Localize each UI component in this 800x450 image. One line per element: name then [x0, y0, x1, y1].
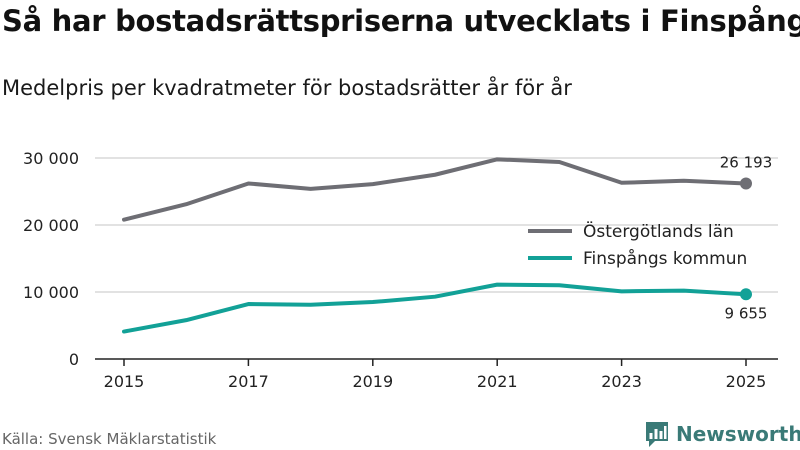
brand-name: Newsworthy — [676, 422, 800, 446]
x-axis: 2015 2017 2019 2021 2023 2025 — [95, 358, 778, 391]
y-tick-label: 30 000 — [23, 149, 79, 168]
y-tick-label: 0 — [69, 350, 79, 369]
legend: Östergötlands län Finspångs kommun — [528, 220, 747, 269]
y-axis-tick-labels: 0 10 000 20 000 30 000 — [23, 149, 79, 369]
chart-subtitle: Medelpris per kvadratmeter för bostadsrä… — [2, 76, 572, 100]
series-line — [122, 282, 748, 334]
x-tick-label: 2015 — [104, 372, 145, 391]
data-label: 26 193 — [720, 154, 773, 172]
y-tick-label: 10 000 — [23, 283, 79, 302]
x-tick-label: 2021 — [477, 372, 518, 391]
x-tick-label: 2017 — [228, 372, 269, 391]
legend-label: Östergötlands län — [583, 220, 734, 242]
series-line — [122, 157, 748, 222]
y-tick-label: 20 000 — [23, 216, 79, 235]
x-tick-label: 2023 — [601, 372, 642, 391]
x-tick-label: 2025 — [726, 372, 767, 391]
chart-title: Så har bostadsrättspriserna utvecklats i… — [2, 4, 800, 38]
source-note: Källa: Svensk Mäklarstatistik — [2, 430, 217, 448]
x-tick-label: 2019 — [352, 372, 393, 391]
data-label: 9 655 — [725, 304, 768, 322]
series-end-point — [740, 288, 752, 301]
chart-logo-icon — [646, 422, 668, 447]
series-lines: 26 193 9 655 — [122, 154, 773, 334]
brand-logo: Newsworthy — [644, 420, 800, 448]
series-end-point — [740, 177, 752, 190]
legend-label: Finspångs kommun — [583, 248, 747, 269]
